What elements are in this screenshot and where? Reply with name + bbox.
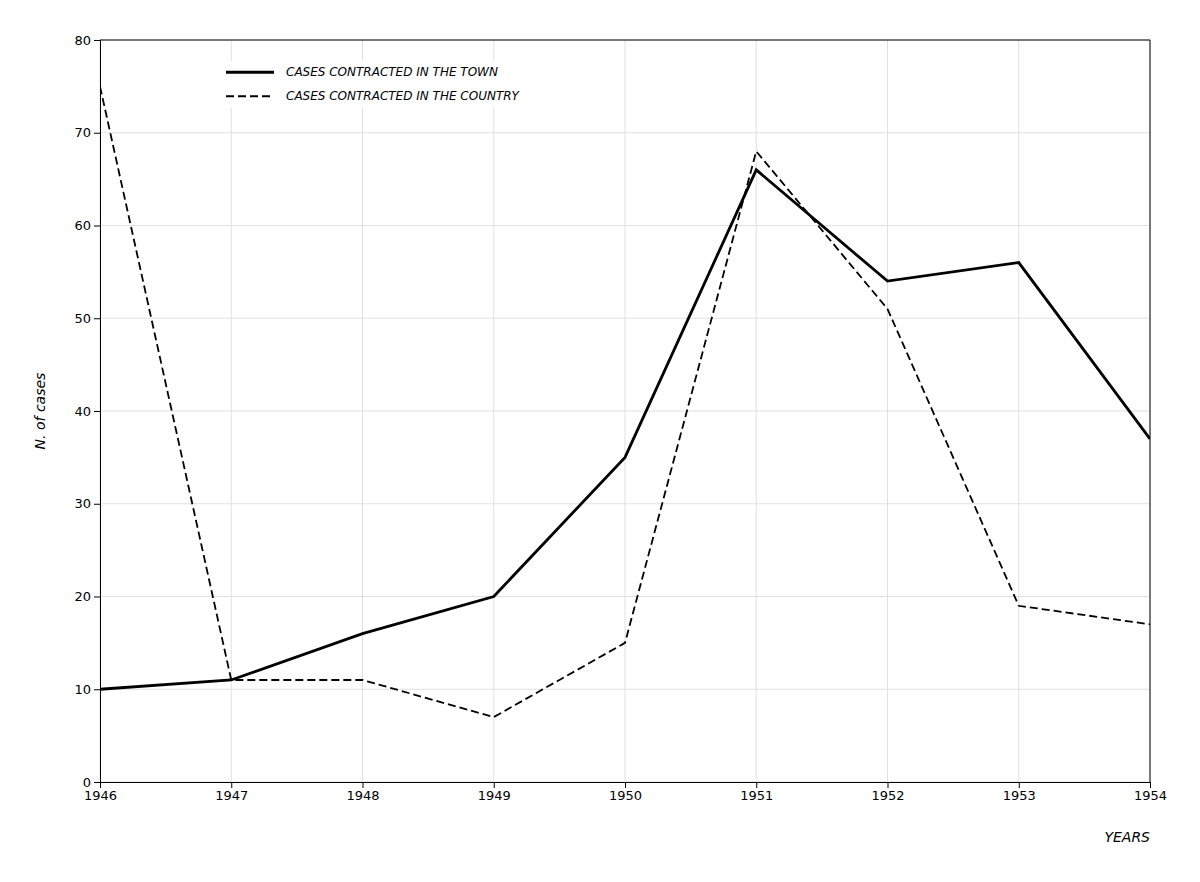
tick: 1950 <box>609 782 642 803</box>
grid <box>100 40 1150 782</box>
tick-label: 1949 <box>478 788 511 803</box>
tick-mark <box>94 40 100 41</box>
tick: 0 <box>83 775 100 790</box>
tick-mark <box>231 782 232 788</box>
tick-mark <box>94 504 100 505</box>
tick-label: 30 <box>74 496 91 511</box>
tick: 80 <box>74 33 100 48</box>
legend-item: CASES CONTRACTED IN THE TOWN <box>226 65 498 79</box>
tick: 1952 <box>871 782 904 803</box>
y-axis: 0 10 20 30 40 50 60 70 80 <box>74 33 100 790</box>
grid-line <box>100 132 1150 133</box>
tick: 1948 <box>346 782 379 803</box>
tick-label: 1951 <box>740 788 773 803</box>
series-line <box>100 170 1150 689</box>
grid-line <box>100 596 1150 597</box>
tick-label: 10 <box>74 682 91 697</box>
tick-label: 1946 <box>84 788 117 803</box>
tick: 40 <box>74 404 100 419</box>
legend-swatch <box>226 71 274 74</box>
grid-line <box>100 503 1150 504</box>
tick: 70 <box>74 125 100 140</box>
x-axis-title: YEARS <box>1104 829 1150 845</box>
tick-label: 1948 <box>346 788 379 803</box>
axis-line <box>94 41 101 783</box>
tick-label: 40 <box>74 404 91 419</box>
tick-label: 80 <box>74 33 91 48</box>
tick-mark <box>888 782 889 788</box>
axis-line <box>101 783 1151 789</box>
tick-label: 1947 <box>215 788 248 803</box>
tick-label: 70 <box>74 125 91 140</box>
tick-mark <box>94 689 100 690</box>
tick-label: 1950 <box>609 788 642 803</box>
tick: 1947 <box>215 782 248 803</box>
series-line <box>100 86 1150 717</box>
grid-line <box>100 411 1150 412</box>
frame <box>1150 40 1151 782</box>
grid-line <box>100 225 1150 226</box>
tick-mark <box>756 782 757 788</box>
tick: 1949 <box>478 782 511 803</box>
tick: 30 <box>74 496 100 511</box>
tick: 60 <box>74 218 100 233</box>
tick-mark <box>625 782 626 788</box>
tick-label: 1953 <box>1003 788 1036 803</box>
tick-label: 1954 <box>1134 788 1167 803</box>
grid-line <box>100 689 1150 690</box>
tick-label: 1952 <box>871 788 904 803</box>
tick-label: 50 <box>74 311 91 326</box>
tick-mark <box>363 782 364 788</box>
tick-mark <box>94 411 100 412</box>
tick: 50 <box>74 311 100 326</box>
legend: CASES CONTRACTED IN THE TOWN CASES CONTRA… <box>220 61 527 107</box>
tick: 1951 <box>740 782 773 803</box>
grid-line <box>1150 40 1151 782</box>
tick: 1953 <box>1003 782 1036 803</box>
tick-label: 20 <box>74 589 91 604</box>
y-axis-title: N. of cases <box>32 373 48 450</box>
lines <box>100 86 1150 717</box>
chart: 1946 1947 1948 1949 1950 1951 1952 1953 1954 0 10 2… <box>0 0 1200 882</box>
tick-mark <box>94 782 100 783</box>
x-axis: 1946 1947 1948 1949 1950 1951 1952 1953 1954 <box>84 782 1167 803</box>
tick: 10 <box>74 682 100 697</box>
grid-line <box>100 40 1150 41</box>
tick: 20 <box>74 589 100 604</box>
tick-mark <box>94 133 100 134</box>
tick-mark <box>1019 782 1020 788</box>
plot: 1946 1947 1948 1949 1950 1951 1952 1953 1954 0 10 2… <box>74 33 1167 804</box>
tick-mark <box>94 597 100 598</box>
legend-swatch <box>226 95 274 97</box>
legend-label: CASES CONTRACTED IN THE COUNTRY <box>286 89 521 103</box>
tick: 1954 <box>1134 782 1167 803</box>
tick-mark <box>94 318 100 319</box>
tick-mark <box>94 226 100 227</box>
legend-background <box>220 61 527 107</box>
tick-label: 0 <box>83 775 91 790</box>
legend-label: CASES CONTRACTED IN THE TOWN <box>286 65 498 79</box>
tick-mark <box>494 782 495 788</box>
tick-label: 60 <box>74 218 91 233</box>
frame <box>100 40 1150 41</box>
grid-line <box>100 318 1150 319</box>
legend-item: CASES CONTRACTED IN THE COUNTRY <box>226 89 521 103</box>
tick-mark <box>1150 782 1151 788</box>
